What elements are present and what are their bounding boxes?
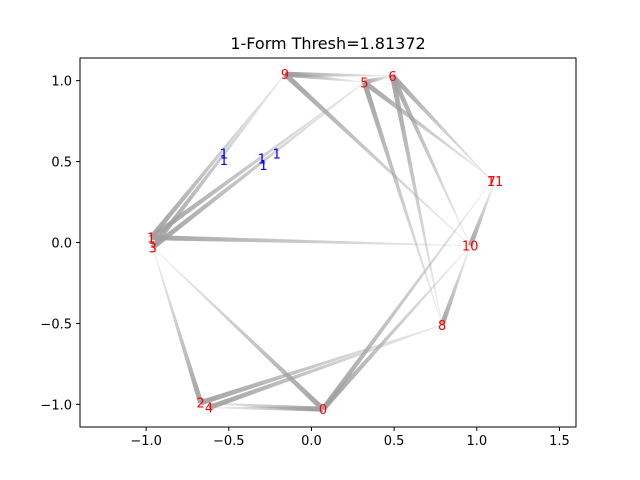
- edge-5-8: [361, 81, 443, 326]
- node-label-6: 6: [388, 70, 396, 85]
- edge-5-11: [362, 80, 496, 182]
- edge-0-3: [152, 247, 325, 412]
- axes-layer: −1.0 −0.5 0.0 0.5 1.0 1.5 1.0 0.5 0.0 −0.5 −1.0: [40, 57, 577, 449]
- edge-label: 1: [220, 147, 228, 162]
- node-label-0: 0: [319, 403, 327, 418]
- edge-1-10: [151, 235, 471, 247]
- x-tick-label: 1.0: [466, 434, 487, 449]
- node-label-10: 10: [462, 240, 479, 255]
- node-label-1: 1: [147, 232, 155, 247]
- node-label-3: 3: [149, 241, 157, 256]
- y-tick-label: 0.0: [51, 237, 72, 252]
- edge-3-5: [151, 81, 365, 250]
- y-tick-label: 0.5: [51, 156, 72, 171]
- edge-0-10: [321, 245, 471, 411]
- edge-2-8: [199, 324, 443, 406]
- chart-title: 1-Form Thresh=1.81372: [230, 34, 425, 53]
- x-tick-label: 0.0: [301, 434, 322, 449]
- edge-9-6: [285, 71, 393, 77]
- edge-label: 1: [220, 154, 228, 169]
- node-label-7: 7: [488, 175, 496, 190]
- edge-9-10: [283, 72, 471, 247]
- x-tick-label: −1.0: [130, 434, 162, 449]
- edge-label: 1: [259, 159, 267, 174]
- edges-layer: [149, 71, 496, 412]
- y-tick-label: 1.0: [51, 75, 72, 90]
- node-label-5: 5: [360, 76, 368, 91]
- y-tick-label: −0.5: [40, 317, 72, 332]
- edge-6-8: [389, 75, 443, 326]
- node-label-9: 9: [281, 68, 289, 83]
- x-tick-label: 0.5: [384, 434, 405, 449]
- node-label-8: 8: [438, 319, 446, 334]
- edge-2-3: [152, 247, 204, 404]
- edge-5-6: [363, 75, 393, 85]
- edge-label: 1: [258, 152, 266, 167]
- edge-label: 1: [273, 147, 281, 162]
- node-label-2: 2: [197, 397, 205, 412]
- y-tick-label: −1.0: [40, 398, 72, 413]
- x-tick-label: −0.5: [213, 434, 245, 449]
- edge-4-8: [208, 324, 443, 410]
- node-label-11: 11: [487, 175, 504, 190]
- edge-8-10: [439, 245, 471, 326]
- edge-0-4: [209, 406, 324, 412]
- edge-6-10: [390, 74, 471, 246]
- x-tick-label: 1.5: [549, 434, 570, 449]
- edge-1-5: [149, 81, 365, 240]
- edge-1-9: [149, 73, 286, 240]
- edge-3-9: [150, 73, 286, 249]
- node-label-4: 4: [205, 402, 213, 417]
- edge-6-7: [390, 74, 492, 182]
- edge-10-11: [467, 180, 496, 247]
